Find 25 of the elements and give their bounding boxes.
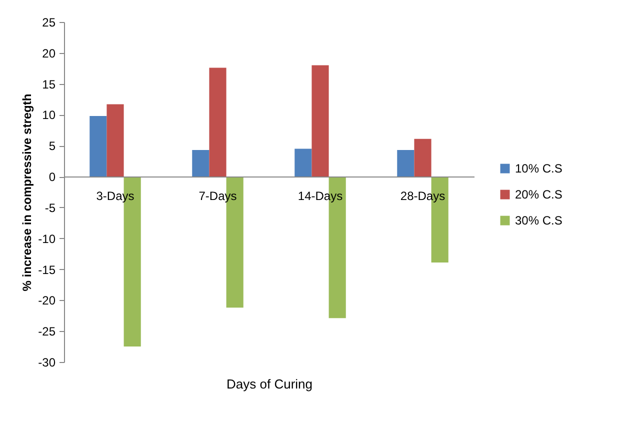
bar	[294, 148, 312, 177]
bar	[414, 138, 432, 177]
y-tick-label: 10	[42, 108, 56, 122]
y-axis-title: % increase in compressive stregth	[20, 94, 34, 292]
legend-label: 10% C.S	[515, 162, 562, 176]
bar	[209, 68, 226, 177]
y-tick-label: 0	[48, 170, 56, 184]
bar	[192, 150, 210, 177]
y-tick-label: -25	[38, 324, 56, 339]
bar	[106, 104, 124, 177]
y-tick-label: -10	[38, 232, 56, 246]
y-tick-label: -5	[44, 200, 56, 215]
y-tick-label: 20	[42, 46, 56, 60]
y-tick-label: -30	[38, 356, 56, 370]
x-axis-title: Days of Curing	[226, 376, 312, 392]
legend-label: 20% C.S	[515, 188, 562, 202]
bar	[90, 116, 107, 177]
y-tick-label: 5	[48, 139, 56, 154]
legend-label: 30% C.S	[515, 214, 562, 228]
y-tick-label: -15	[38, 262, 56, 277]
y-tick-label: -20	[38, 294, 56, 308]
bar	[312, 65, 329, 177]
y-tick-label: 25	[42, 16, 56, 30]
bar	[397, 150, 414, 177]
y-tick-label: 15	[42, 77, 56, 92]
